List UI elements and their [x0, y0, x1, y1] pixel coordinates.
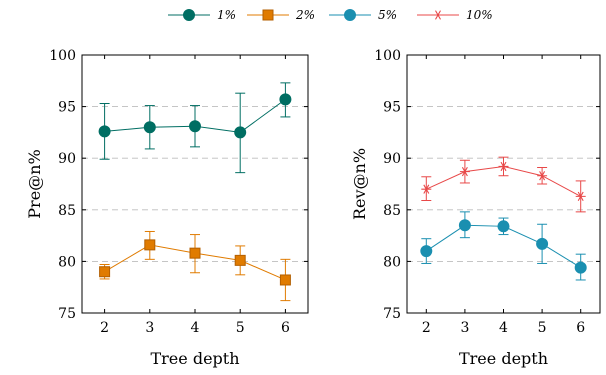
y-tick-label: 85	[383, 203, 401, 219]
data-point	[279, 274, 291, 286]
x-tick-label: 2	[422, 320, 431, 336]
y-tick-label: 100	[49, 48, 76, 64]
data-point	[575, 191, 586, 202]
y-axis-label: Rev@n%	[350, 148, 369, 220]
data-point	[189, 120, 201, 133]
x-tick-label: 6	[281, 320, 290, 336]
y-tick-label: 75	[383, 306, 401, 322]
x-tick-label: 6	[576, 320, 585, 336]
x-tick-label: 3	[145, 320, 154, 336]
legend-label: 1%	[217, 8, 236, 22]
legend-entry-2: 2%	[247, 8, 315, 22]
legend-entry-1: 1%	[168, 8, 236, 22]
series-2pct	[99, 230, 291, 302]
legend-entry-4: 10%	[417, 8, 493, 22]
y-tick-label: 80	[58, 254, 76, 270]
series-10pct	[421, 156, 586, 213]
y-tick-label: 75	[58, 306, 76, 322]
data-point	[498, 161, 509, 172]
y-tick-label: 95	[58, 100, 76, 116]
data-point	[189, 247, 201, 259]
legend-marker	[183, 9, 195, 21]
series-5pct	[420, 211, 587, 281]
data-point	[234, 126, 247, 139]
data-point	[574, 261, 587, 274]
data-point	[420, 245, 433, 258]
x-tick-label: 4	[499, 320, 508, 336]
x-tick-label: 4	[191, 320, 200, 336]
legend-marker	[344, 9, 356, 21]
x-tick-label: 5	[236, 320, 245, 336]
data-point	[279, 93, 292, 106]
x-tick-label: 5	[538, 320, 547, 336]
data-point	[234, 254, 246, 266]
data-point	[98, 125, 111, 138]
y-tick-label: 80	[383, 254, 401, 270]
y-tick-label: 95	[383, 100, 401, 116]
y-tick-label: 85	[58, 203, 76, 219]
data-point	[459, 166, 470, 177]
data-point	[497, 220, 510, 233]
data-point	[144, 239, 156, 251]
legend-entry-3: 5%	[329, 8, 397, 22]
legend-marker	[262, 9, 274, 21]
plot-panel-1: 75 80 85 90 95 100 2 3 4 5 6 Tree depth Pre@n%	[25, 48, 309, 368]
legend-label: 10%	[466, 8, 493, 22]
x-axis-label: Tree depth	[150, 349, 239, 368]
data-point	[458, 219, 471, 232]
y-tick-label: 90	[58, 151, 76, 167]
legend-marker	[433, 10, 443, 20]
legend-label: 2%	[295, 8, 315, 22]
series-1pct	[98, 82, 292, 174]
plot-panel-2: 75 80 85 90 95 100 2 3 4 5 6 Tree depth Rev@n%	[350, 48, 601, 368]
x-tick-label: 2	[100, 320, 109, 336]
plot-frame	[81, 54, 309, 314]
y-axis-label: Pre@n%	[25, 149, 44, 218]
y-tick-label: 90	[383, 151, 401, 167]
plot-frame	[406, 54, 601, 314]
data-point	[536, 237, 549, 250]
data-point	[537, 171, 548, 181]
x-tick-label: 3	[460, 320, 469, 336]
data-point	[143, 121, 156, 134]
x-axis-label: Tree depth	[459, 349, 548, 368]
legend-label: 5%	[378, 8, 397, 22]
data-point	[421, 184, 432, 194]
y-tick-label: 100	[374, 48, 401, 64]
data-point	[99, 266, 111, 278]
